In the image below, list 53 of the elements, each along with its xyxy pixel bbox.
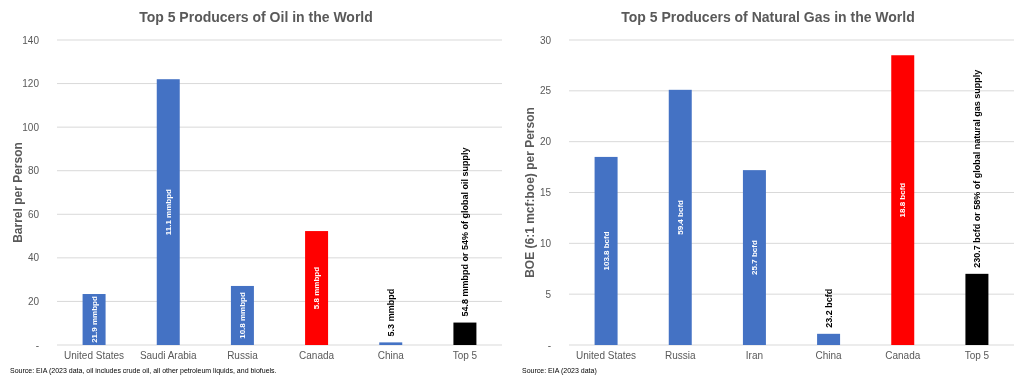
y-tick-label: 60 — [27, 208, 40, 220]
annotation: 25.7 bcfd — [749, 240, 759, 275]
y-tick-label: 30 — [539, 34, 552, 46]
x-tick-label: United States — [64, 350, 125, 361]
chart-title: Top 5 Producers of Natural Gas in the World — [621, 9, 915, 25]
y-tick-label: - — [35, 339, 39, 351]
annotation: 5.8 mmbpd — [312, 266, 322, 310]
bar — [742, 170, 766, 345]
x-tick-label: Canada — [299, 350, 335, 361]
bar — [668, 89, 692, 345]
x-tick-label: United States — [576, 350, 637, 361]
y-tick-label: 80 — [27, 165, 40, 177]
annotation: 5.3 mmbpd — [385, 288, 396, 337]
annotation: 230.7 bcfd or 58% of global natural gas supply — [971, 69, 982, 268]
y-tick-label: 120 — [22, 78, 40, 90]
x-tick-label: Russia — [664, 350, 696, 361]
bar — [817, 333, 841, 345]
y-tick-label: 5 — [545, 288, 552, 300]
y-tick-label: 20 — [27, 295, 40, 307]
annotation: 54.8 mmbpd or 54% of global oil supply — [459, 147, 470, 317]
y-tick-label: 15 — [539, 187, 552, 198]
y-tick-label: 40 — [27, 252, 40, 264]
x-tick-label: China — [815, 350, 843, 361]
y-axis-title: BOE (6:1 mcf:boe) per Person — [523, 107, 537, 278]
y-tick-label: 100 — [22, 121, 40, 133]
y-tick-label: 25 — [539, 85, 552, 97]
bar — [453, 322, 477, 345]
annotation: 10.8 mmbpd — [237, 292, 247, 339]
annotation: 103.8 bcfd — [601, 231, 611, 271]
annotation: 18.8 bcfd — [898, 182, 908, 218]
y-tick-label: 20 — [539, 136, 552, 148]
x-tick-label: Top 5 — [452, 350, 478, 361]
x-tick-label: Russia — [227, 350, 259, 361]
bar — [305, 231, 329, 345]
x-tick-label: Iran — [745, 350, 764, 361]
x-tick-label: Saudi Arabia — [139, 350, 198, 361]
x-tick-label: Canada — [885, 350, 921, 361]
x-tick-label: Top 5 — [964, 350, 990, 361]
bar — [156, 79, 180, 345]
bar — [891, 55, 915, 345]
chart-title: Top 5 Producers of Oil in the World — [139, 9, 373, 25]
y-tick-label: 140 — [22, 34, 40, 46]
annotation: 59.4 bcfd — [675, 199, 685, 235]
y-tick-label: 10 — [539, 237, 552, 249]
annotation: 23.2 bcfd — [823, 288, 834, 328]
bar — [594, 156, 618, 345]
bar — [379, 342, 403, 345]
annotation: 21.9 mmbpd — [89, 296, 99, 343]
x-tick-label: China — [377, 350, 405, 361]
y-axis-title: Barrel per Person — [11, 142, 25, 243]
y-tick-label: - — [547, 339, 551, 351]
annotation: 11.1 mmbpd — [163, 188, 173, 236]
bar — [965, 273, 989, 345]
